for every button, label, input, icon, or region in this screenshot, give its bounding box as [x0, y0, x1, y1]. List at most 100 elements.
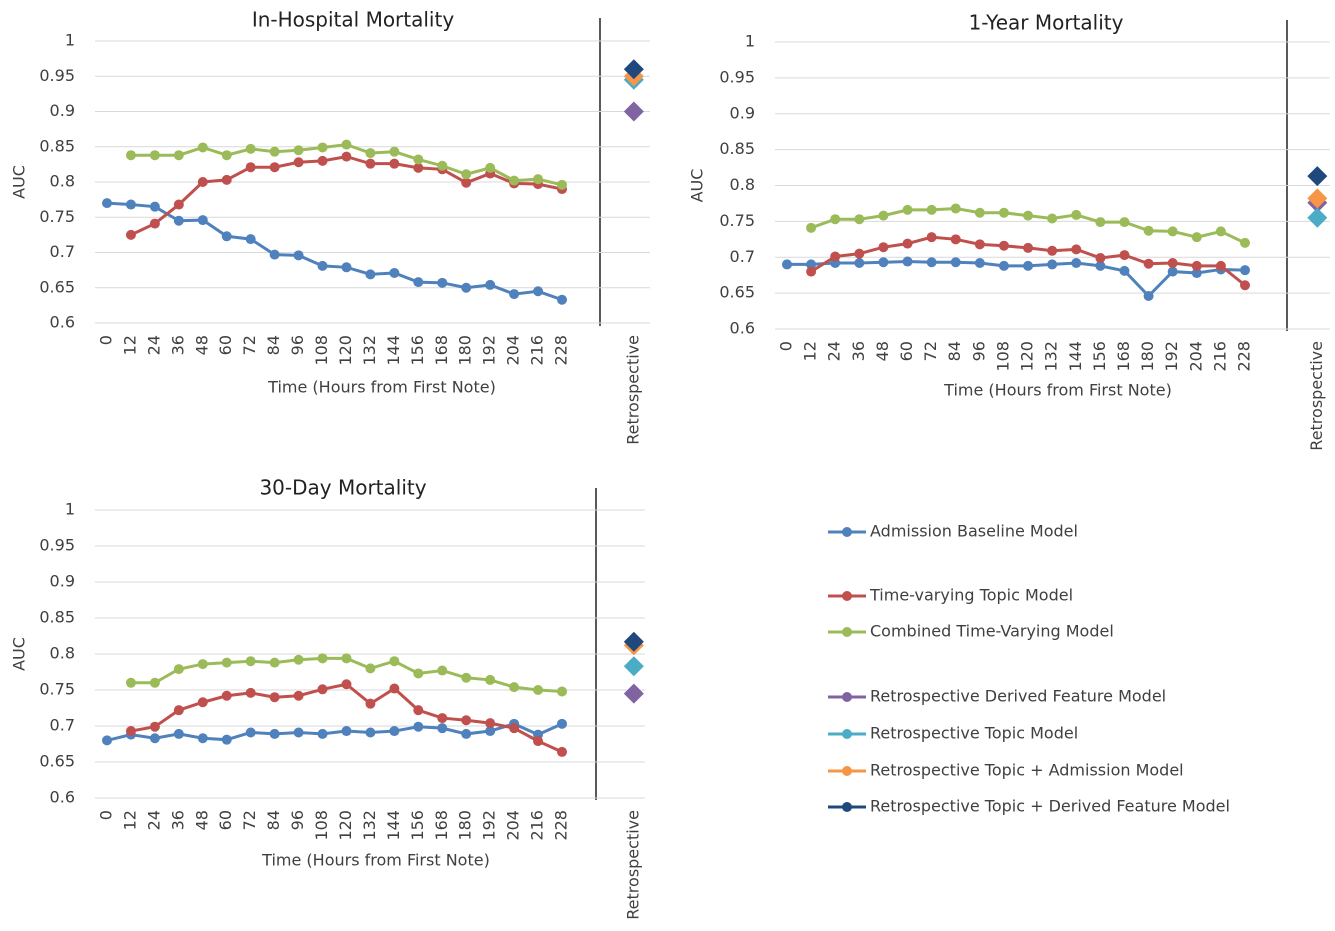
marker	[1047, 259, 1058, 270]
marker	[125, 199, 136, 210]
marker	[245, 234, 256, 245]
x-tick-label: 204	[504, 810, 523, 841]
x-tick-label: 156	[408, 335, 427, 366]
y-tick-label: 0.65	[39, 752, 75, 771]
marker	[317, 684, 328, 695]
legend-label: Retrospective Topic + Admission Model	[870, 761, 1184, 780]
marker	[509, 289, 520, 300]
marker	[437, 665, 448, 676]
x-tick-label: 228	[1235, 341, 1254, 372]
marker	[1047, 213, 1058, 224]
x-tick-label: 132	[360, 335, 379, 366]
marker	[173, 705, 184, 716]
x-tick-label: 48	[192, 335, 211, 355]
x-tick-label: 144	[384, 335, 403, 366]
marker	[389, 158, 400, 169]
marker	[1143, 258, 1154, 269]
legend-marker	[842, 591, 852, 601]
x-tick-label: 84	[264, 335, 283, 355]
marker	[509, 682, 520, 693]
marker	[149, 721, 160, 732]
marker	[623, 683, 644, 704]
marker	[1023, 260, 1034, 271]
x-tick-label: 216	[1210, 341, 1229, 372]
x-tick-label: 0	[97, 335, 116, 345]
marker	[1071, 257, 1082, 268]
marker	[878, 242, 889, 253]
marker	[950, 203, 961, 214]
marker	[902, 238, 913, 249]
y-axis-title: AUC	[10, 165, 29, 199]
marker	[413, 277, 424, 288]
legend-marker	[842, 766, 852, 776]
marker	[854, 248, 865, 259]
x-tick-label: 36	[849, 341, 868, 361]
x-tick-label: 156	[1090, 341, 1109, 372]
y-tick-label: 0.8	[730, 175, 755, 194]
x-tick-label: 72	[240, 810, 259, 830]
marker	[1191, 232, 1202, 243]
marker	[365, 663, 376, 674]
marker	[269, 657, 280, 668]
marker	[1167, 257, 1178, 268]
marker	[1240, 237, 1250, 248]
x-tick-label: 48	[192, 810, 211, 830]
x-tick-label: 60	[216, 810, 235, 830]
chart-title: 1-Year Mortality	[969, 11, 1124, 35]
legend-marker	[842, 692, 852, 702]
x-tick-label: 84	[945, 341, 964, 361]
marker	[1095, 260, 1106, 271]
y-tick-label: 0.6	[730, 319, 755, 338]
marker	[221, 174, 232, 185]
marker	[149, 201, 160, 212]
marker	[1071, 244, 1082, 255]
marker	[878, 257, 889, 268]
marker	[998, 207, 1009, 218]
marker	[437, 713, 448, 724]
marker	[485, 726, 496, 737]
marker	[1047, 245, 1058, 256]
x-tick-label: Retrospective	[623, 810, 642, 920]
x-tick-label: 24	[144, 335, 163, 355]
marker	[293, 690, 304, 701]
y-tick-label: 0.95	[39, 66, 75, 85]
x-tick-label: 0	[97, 810, 116, 820]
x-tick-label: 228	[552, 335, 571, 366]
x-tick-label: 96	[288, 810, 307, 830]
marker	[197, 697, 208, 708]
marker	[365, 727, 376, 738]
marker	[557, 179, 567, 190]
marker	[623, 101, 644, 122]
marker	[197, 733, 208, 744]
marker	[461, 672, 472, 683]
x-tick-label: 48	[873, 341, 892, 361]
marker	[1307, 207, 1328, 228]
marker	[197, 215, 208, 226]
marker	[1167, 226, 1178, 237]
x-tick-label: 156	[408, 810, 427, 841]
marker	[269, 249, 280, 260]
marker	[125, 150, 136, 161]
marker	[1119, 217, 1130, 228]
marker	[461, 282, 472, 293]
x-tick-label: 132	[360, 810, 379, 841]
marker	[926, 232, 937, 243]
marker	[317, 260, 328, 271]
y-axis-title: AUC	[688, 169, 707, 203]
series-line	[130, 143, 563, 187]
marker	[461, 728, 472, 739]
y-tick-label: 0.65	[39, 277, 75, 296]
marker	[485, 162, 496, 173]
marker	[173, 199, 184, 210]
marker	[149, 733, 160, 744]
x-tick-label: 36	[168, 810, 187, 830]
marker	[437, 723, 448, 734]
marker	[878, 210, 889, 221]
x-tick-label: 168	[432, 335, 451, 366]
x-tick-label: 144	[1066, 341, 1085, 372]
marker	[389, 656, 400, 667]
x-axis-title: Time (Hours from First Note)	[943, 381, 1172, 400]
marker	[149, 677, 160, 688]
x-tick-label: 36	[168, 335, 187, 355]
y-tick-label: 0.9	[50, 572, 75, 591]
